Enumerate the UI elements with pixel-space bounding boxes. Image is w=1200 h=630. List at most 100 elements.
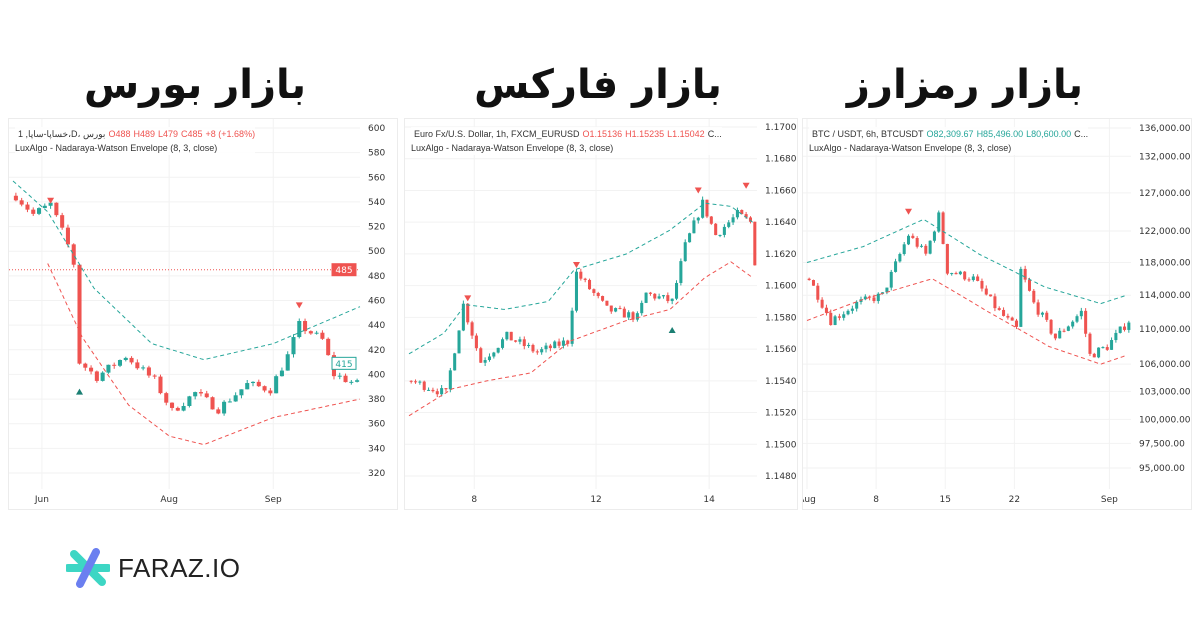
ohlc-l: L80,600.00 [1026,129,1072,139]
candle-body [518,339,522,342]
y-axis-tick-label: 1.17000 [765,123,798,133]
sell-signal-triangle-icon [905,208,913,215]
candle-body [640,302,644,314]
candle-body [233,395,238,402]
candle-body [227,401,232,403]
candle-body [470,322,474,336]
candle-body [117,360,123,366]
candle-body [1075,316,1079,322]
candle-body [474,335,478,349]
y-axis-tick-label: 580 [368,149,385,159]
sell-signal-triangle-icon [295,302,303,309]
y-axis-tick-label: 440 [368,321,385,331]
candle-body [435,391,439,395]
chart-canvas: 600 580 560 540 520 500 480 460 440 420 400 380 360 3… [9,119,385,505]
candle-body [811,280,815,286]
candle-body [635,313,639,320]
candle-body [1002,309,1006,316]
y-axis-tick-label: 1.16000 [765,282,798,292]
candle-body [1036,302,1040,315]
candle-body [967,279,971,281]
candle-body [997,308,1001,310]
candle-body [588,279,592,290]
candle-body [561,340,565,346]
sell-signal-triangle-icon [47,197,55,204]
lower-envelope-line [408,261,753,417]
candle-body [846,310,850,315]
indicator-name[interactable]: LuxAlgo - Nadaraya-Watson Envelope (8, 3… [15,143,218,153]
y-axis-tick-label: 420 [368,346,385,356]
indicator-name[interactable]: LuxAlgo - Nadaraya-Watson Envelope (8, 3… [809,143,1012,153]
indicator-name[interactable]: LuxAlgo - Nadaraya-Watson Envelope (8, 3… [411,143,614,153]
candle-body [748,217,752,222]
candle-body [509,331,513,341]
candle-body [37,208,42,214]
candle-body [112,364,117,366]
upper-envelope-line [408,202,753,355]
x-axis-tick-label: Sep [265,495,282,505]
chart-panel-crypto[interactable]: 136,000.00 132,000.00 127,000.00 122,000.00… [802,118,1192,510]
candle-body [466,303,470,323]
lower-envelope-line [47,263,361,446]
faraz-logo[interactable]: FARAZ.IO [66,548,240,588]
candle-body [1010,317,1014,321]
candle-body [54,202,59,216]
candle-body [855,301,859,309]
buy-signal-triangle-icon [668,327,676,334]
candle-body [675,282,679,299]
upper-envelope-line [12,180,361,361]
candle-body [170,402,175,408]
candle-body [609,305,613,312]
y-axis-tick-label: 520 [368,223,385,233]
ohlc-h: H1.15235 [625,129,665,139]
symbol-ohlc-row: BTC / USDT, 6h, BTCUSDT O82,309.67 H85,496… [809,127,1088,141]
candle-body [461,303,465,331]
candle-body [505,331,509,340]
candle-body [1097,347,1101,358]
candle-body [950,273,954,275]
x-axis-tick-label: Aug [160,495,178,505]
candle-body [204,393,209,398]
candle-body [326,338,331,356]
candle-body [414,381,418,383]
candle-body [744,214,748,218]
chart-panel-forex[interactable]: 1.17000 1.16800 1.16600 1.16400 1.16200 1.160… [404,118,798,510]
candle-body [181,405,186,411]
candle-body [574,271,578,311]
candle-body [1066,326,1070,331]
x-axis-tick-label: 8 [873,495,879,505]
ohlc-l: L479 [157,129,179,139]
candle-body [19,200,24,205]
candle-body [566,340,570,344]
y-axis-tick-label: 100,000.00 [1139,415,1191,425]
candle-body [453,353,457,371]
candle-body [688,233,692,243]
candle-body [919,245,923,247]
candle-body [448,370,452,390]
chart-canvas: 136,000.00 132,000.00 127,000.00 122,000.00… [803,119,1191,505]
candle-body [1071,321,1075,327]
candle-body [535,351,539,353]
candle-body [1101,347,1105,349]
ohlc-h: H489 [133,129,155,139]
y-axis-tick-label: 600 [368,124,385,134]
candle-body [701,199,705,218]
candle-body [648,292,652,294]
candle-body [709,216,713,224]
chart-panel-stock[interactable]: 600 580 560 540 520 500 480 460 440 420 400 380 360 3… [8,118,398,510]
candle-body [714,223,718,236]
candle-body [65,227,70,245]
candle-body [661,295,665,297]
candle-body [1006,315,1010,318]
price-label-badge [331,263,357,277]
candle-body [958,271,962,275]
ohlc-l: L1.15042 [667,129,705,139]
candle-body [42,205,47,209]
candle-body [349,381,354,383]
candle-body [152,375,157,377]
candle-body [303,321,308,332]
candle-body [1049,319,1053,334]
ohlc-c: C485 [181,129,203,139]
candle-body [89,367,94,372]
y-axis-tick-label: 320 [368,469,385,479]
